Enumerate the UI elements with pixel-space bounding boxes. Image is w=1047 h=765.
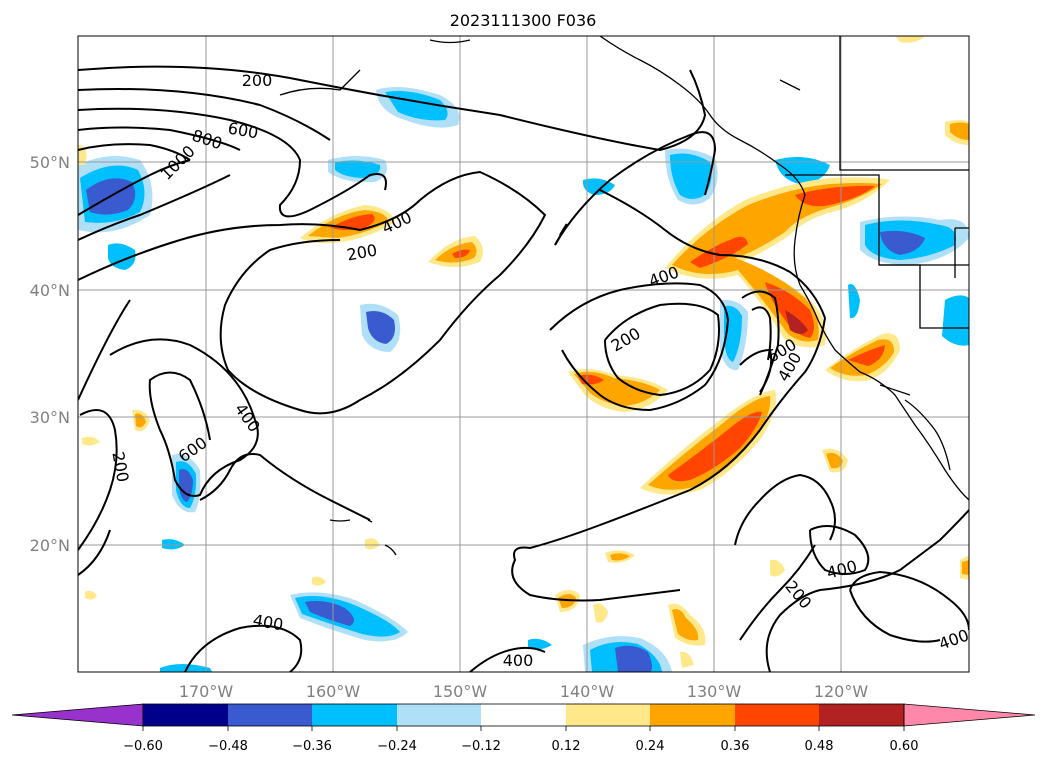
colorbar-segment: [819, 704, 904, 726]
lat-label: 20°N: [30, 536, 70, 555]
colorbar-segment: [228, 704, 312, 726]
map-title: 2023111300 F036: [450, 11, 597, 30]
colorbar-tick-label: −0.36: [292, 739, 332, 754]
lat-label: 50°N: [30, 153, 70, 172]
colorbar-segment: [650, 704, 735, 726]
colorbar-tick-label: −0.12: [461, 739, 501, 754]
lon-label: 120°W: [814, 682, 869, 701]
longitude-labels: 170°W 160°W 150°W 140°W 130°W 120°W: [179, 682, 869, 701]
lat-label: 30°N: [30, 408, 70, 427]
lon-label: 140°W: [560, 682, 615, 701]
lat-label: 40°N: [30, 281, 70, 300]
colorbar-segment: [397, 704, 481, 726]
colorbar: −0.60 −0.48 −0.36 −0.24 −0.12 0.12 0.24 …: [11, 703, 1036, 754]
lon-label: 160°W: [306, 682, 361, 701]
colorbar-tick-label: −0.48: [208, 739, 248, 754]
colorbar-tick-label: 0.60: [890, 739, 919, 754]
colorbar-segment: [735, 704, 819, 726]
map-area: 200 800 600 1000 400 200 400 200 600 400…: [78, 36, 969, 672]
contours: [78, 65, 969, 672]
coastlines: [279, 36, 969, 556]
latitude-labels: 50°N 40°N 30°N 20°N: [30, 153, 70, 555]
colorbar-tick-label: 0.24: [636, 739, 665, 754]
anomaly-shading: [78, 36, 969, 672]
colorbar-extend-low: [11, 703, 144, 727]
colorbar-tick-label: −0.60: [123, 739, 163, 754]
colorbar-segment: [481, 704, 566, 726]
colorbar-segment: [143, 704, 228, 726]
map-frame: [77, 35, 970, 673]
lon-label: 130°W: [687, 682, 742, 701]
lon-label: 170°W: [179, 682, 234, 701]
contour-label: 400: [503, 651, 534, 670]
colorbar-tick-label: 0.48: [805, 739, 834, 754]
contour-label: 200: [242, 71, 273, 90]
lon-label: 150°W: [433, 682, 488, 701]
colorbar-tick-label: 0.36: [721, 739, 750, 754]
colorbar-extend-high: [903, 703, 1036, 727]
colorbar-tick-label: 0.12: [552, 739, 581, 754]
colorbar-tick-label: −0.24: [377, 739, 417, 754]
colorbar-segment: [566, 704, 650, 726]
colorbar-segment: [312, 704, 397, 726]
